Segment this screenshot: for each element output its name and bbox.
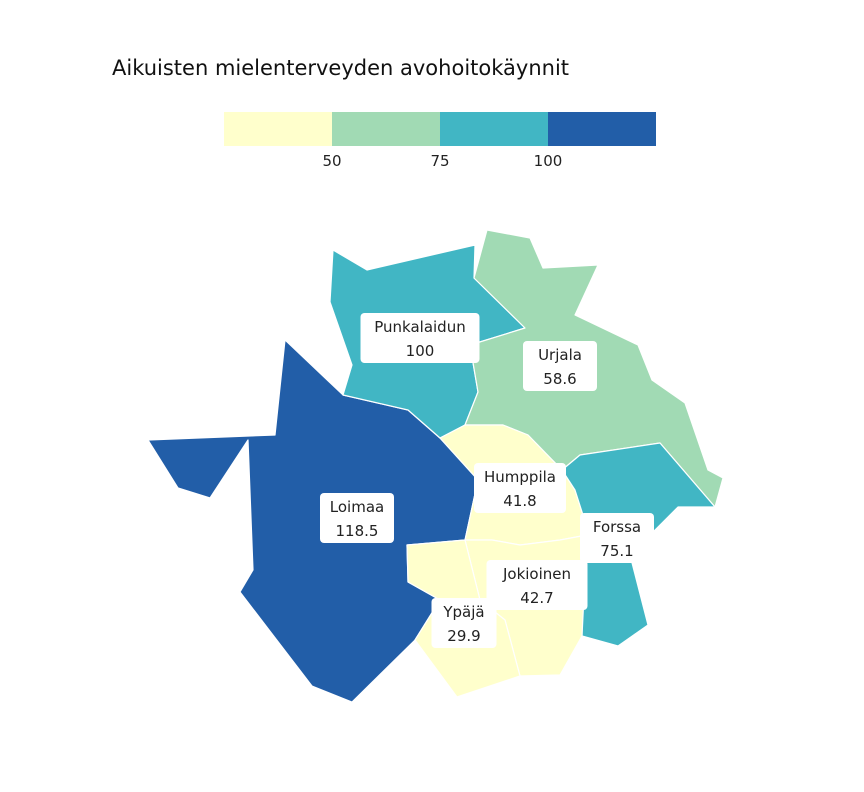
label-value: 100 [406, 342, 435, 360]
label-value: 42.7 [520, 589, 553, 607]
label-forssa: Forssa 75.1 [580, 513, 654, 563]
label-jokioinen: Jokioinen 42.7 [486, 560, 588, 610]
label-name: Loimaa [330, 498, 384, 516]
color-legend [224, 112, 656, 146]
label-name: Urjala [538, 346, 582, 364]
label-box [360, 313, 480, 363]
label-name: Punkalaidun [374, 318, 465, 336]
label-humppila: Humppila 41.8 [474, 463, 566, 513]
label-loimaa: Loimaa 118.5 [320, 493, 394, 543]
label-value: 29.9 [447, 627, 480, 645]
label-value: 118.5 [336, 522, 379, 540]
legend-tick-75: 75 [430, 152, 450, 170]
legend-tick-100: 100 [533, 152, 563, 170]
legend-ticks: 50 75 100 [224, 152, 656, 176]
label-box [486, 560, 588, 610]
map-title: Aikuisten mielenterveyden avohoitokäynni… [112, 56, 570, 80]
label-punkalaidun: Punkalaidun 100 [360, 313, 480, 363]
label-box [523, 341, 597, 391]
legend-swatch-2 [332, 112, 440, 146]
label-box [580, 513, 654, 563]
label-ypaja: Ypäjä 29.9 [431, 598, 497, 648]
label-box [474, 463, 566, 513]
label-name: Jokioinen [502, 565, 571, 583]
label-value: 75.1 [600, 542, 633, 560]
legend-tick-50: 50 [322, 152, 342, 170]
legend-swatch-4 [548, 112, 656, 146]
label-value: 58.6 [543, 370, 576, 388]
label-name: Ypäjä [442, 603, 484, 621]
label-urjala: Urjala 58.6 [523, 341, 597, 391]
label-box [431, 598, 497, 648]
legend-swatch-1 [224, 112, 332, 146]
label-box [320, 493, 394, 543]
label-value: 41.8 [503, 492, 536, 510]
label-name: Forssa [593, 518, 641, 536]
legend-swatch-3 [440, 112, 548, 146]
label-name: Humppila [484, 468, 556, 486]
